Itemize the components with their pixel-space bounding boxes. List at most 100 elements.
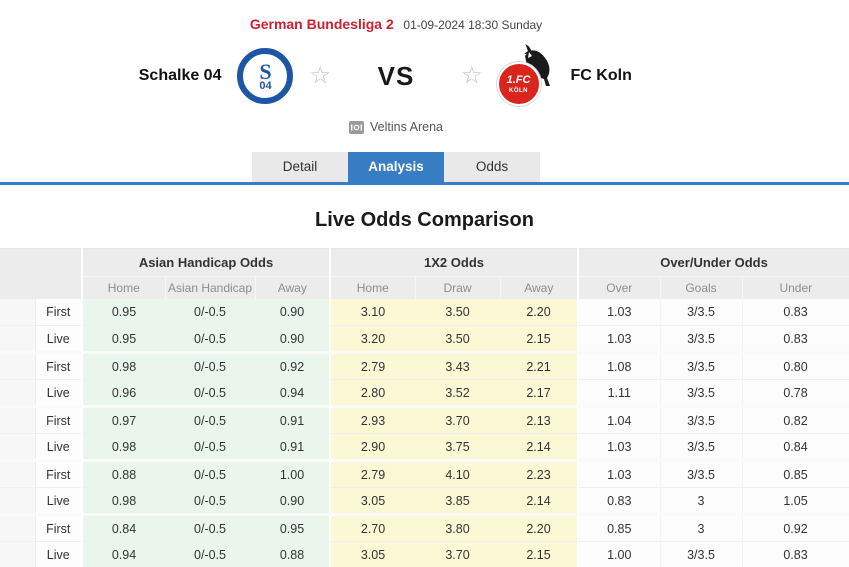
ah-odds-cell: 1.00	[255, 460, 331, 488]
tab-analysis[interactable]: Analysis	[348, 152, 444, 182]
schalke-badge-letter: S	[259, 58, 272, 84]
row-spacer-cell	[0, 487, 35, 515]
col-x12-draw: Draw	[414, 276, 501, 299]
x12-odds-cell: 3.70	[415, 406, 501, 434]
home-favorite-star-icon[interactable]: ☆	[309, 62, 331, 89]
odds-row: Live 0.94 0/-0.5 0.88 3.05 3.70 2.15 1.00 3/3.5 0…	[0, 541, 849, 567]
away-team: ☆ 1.FC KÖLN FC Koln	[461, 44, 791, 108]
ah-odds-cell: 0.94	[255, 379, 331, 407]
ah-odds-cell: 0/-0.5	[165, 460, 255, 488]
vs-label: VS	[377, 60, 415, 91]
odds-row: First 0.97 0/-0.5 0.91 2.93 3.70 2.13 1.04 3/3.5…	[0, 406, 849, 434]
col-ou-under: Under	[741, 276, 849, 299]
ah-odds-cell: 0/-0.5	[165, 352, 255, 380]
venue-name: Veltins Arena	[370, 120, 443, 134]
ah-odds-cell: 0.84	[81, 514, 165, 542]
odds-row: Live 0.95 0/-0.5 0.90 3.20 3.50 2.15 1.03 3/3.5 0…	[0, 325, 849, 353]
ou-odds-cell: 1.04	[577, 406, 661, 434]
ou-odds-cell: 3/3.5	[660, 541, 743, 567]
tab-detail[interactable]: Detail	[252, 152, 348, 182]
away-favorite-star-icon[interactable]: ☆	[461, 62, 483, 89]
ah-odds-cell: 0.97	[81, 406, 165, 434]
home-team: Schalke 04 S 04 ☆	[1, 44, 331, 108]
ou-odds-cell: 1.03	[577, 298, 661, 326]
ou-odds-cell: 0.92	[742, 514, 849, 542]
ou-odds-cell: 1.00	[577, 541, 661, 567]
ou-odds-cell: 0.83	[742, 541, 849, 567]
teams-row: Schalke 04 S 04 ☆ VS ☆ 1.FC KÖLN	[0, 38, 792, 114]
row-spacer-cell	[0, 460, 35, 488]
table-subheader-row: Home Asian Handicap Away Home Draw Away …	[0, 276, 849, 299]
row-spacer-cell	[0, 325, 35, 353]
row-type-cell: First	[34, 298, 83, 326]
x12-odds-cell: 3.43	[415, 352, 501, 380]
ah-odds-cell: 0.95	[81, 325, 165, 353]
ah-odds-cell: 0.98	[81, 352, 165, 380]
ah-odds-cell: 0.95	[81, 298, 165, 326]
col-ou-goals: Goals	[659, 276, 743, 299]
x12-odds-cell: 3.75	[415, 433, 501, 461]
odds-row: First 0.98 0/-0.5 0.92 2.79 3.43 2.21 1.08 3/3.5…	[0, 352, 849, 380]
ah-odds-cell: 0/-0.5	[165, 406, 255, 434]
asian-handicap-group-header: Asian Handicap Odds	[80, 248, 331, 277]
ah-odds-cell: 0.98	[81, 433, 165, 461]
ou-odds-cell: 0.83	[577, 487, 661, 515]
ou-odds-cell: 3	[660, 514, 743, 542]
ah-odds-cell: 0.88	[255, 541, 331, 567]
col-x12-home: Home	[329, 276, 416, 299]
x12-odds-cell: 2.90	[329, 433, 416, 461]
live-odds-table: Asian Handicap Odds 1X2 Odds Over/Under …	[0, 248, 849, 567]
row-spacer-cell	[0, 406, 35, 434]
ah-odds-cell: 0/-0.5	[165, 514, 255, 542]
ou-odds-cell: 1.03	[577, 460, 661, 488]
ou-odds-cell: 3/3.5	[660, 298, 743, 326]
x12-odds-cell: 2.14	[500, 487, 579, 515]
ah-odds-cell: 0.92	[255, 352, 331, 380]
x12-odds-cell: 2.21	[500, 352, 579, 380]
x12-odds-cell: 3.80	[415, 514, 501, 542]
ou-odds-cell: 3	[660, 487, 743, 515]
col-ou-over: Over	[577, 276, 661, 299]
over-under-group-header: Over/Under Odds	[577, 248, 849, 277]
tabs: Detail Analysis Odds	[0, 152, 792, 182]
x12-odds-cell: 3.05	[329, 541, 416, 567]
ou-odds-cell: 3/3.5	[660, 352, 743, 380]
col-ah-away: Away	[254, 276, 331, 299]
row-type-cell: Live	[34, 433, 83, 461]
col-ah-handicap: Asian Handicap	[164, 276, 255, 299]
ou-odds-cell: 0.82	[742, 406, 849, 434]
tab-odds[interactable]: Odds	[444, 152, 540, 182]
ah-odds-cell: 0/-0.5	[165, 298, 255, 326]
ah-odds-cell: 0/-0.5	[165, 541, 255, 567]
ah-odds-cell: 0.98	[81, 487, 165, 515]
ou-odds-cell: 0.85	[742, 460, 849, 488]
col-ah-home: Home	[81, 276, 165, 299]
row-type-cell: Live	[34, 325, 83, 353]
ah-odds-cell: 0.94	[81, 541, 165, 567]
odds-row: First 0.84 0/-0.5 0.95 2.70 3.80 2.20 0.85 3 0.92	[0, 514, 849, 542]
ah-odds-cell: 0.90	[255, 487, 331, 515]
tabs-underline	[0, 182, 849, 185]
odds-table-body: First 0.95 0/-0.5 0.90 3.10 3.50 2.20 1.03 3/3.5…	[0, 298, 849, 567]
x12-odds-cell: 2.13	[500, 406, 579, 434]
ah-odds-cell: 0/-0.5	[165, 487, 255, 515]
odds-row: Live 0.96 0/-0.5 0.94 2.80 3.52 2.17 1.11 3/3.5 0…	[0, 379, 849, 407]
x12-odds-cell: 4.10	[415, 460, 501, 488]
row-type-cell: First	[34, 352, 83, 380]
x12-odds-cell: 2.17	[500, 379, 579, 407]
ou-odds-cell: 1.11	[577, 379, 661, 407]
league-name: German Bundesliga 2	[249, 16, 394, 32]
ou-odds-cell: 3/3.5	[660, 433, 743, 461]
row-spacer-cell	[0, 541, 35, 567]
league-line: German Bundesliga 2 01-09-2024 18:30 Sun…	[0, 0, 792, 32]
home-team-name: Schalke 04	[138, 67, 222, 84]
x12-odds-cell: 2.20	[500, 298, 579, 326]
table-group-header-row: Asian Handicap Odds 1X2 Odds Over/Under …	[0, 248, 849, 299]
ah-odds-cell: 0.90	[255, 325, 331, 353]
stadium-icon	[349, 120, 365, 134]
x12-odds-cell: 3.52	[415, 379, 501, 407]
odds-row: First 0.95 0/-0.5 0.90 3.10 3.50 2.20 1.03 3/3.5…	[0, 298, 849, 326]
ou-odds-cell: 0.80	[742, 352, 849, 380]
x12-odds-cell: 3.20	[329, 325, 416, 353]
koln-crest-icon: 1.FC KÖLN	[496, 44, 557, 108]
